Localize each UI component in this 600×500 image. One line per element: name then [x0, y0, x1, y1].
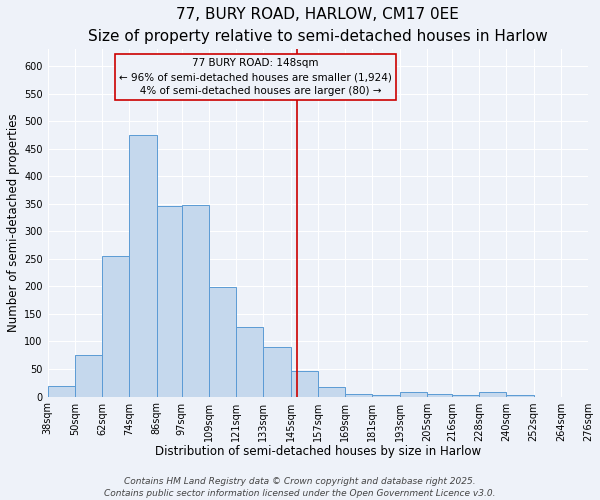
Bar — [236, 326, 263, 396]
Text: Contains HM Land Registry data © Crown copyright and database right 2025.
Contai: Contains HM Land Registry data © Crown c… — [104, 476, 496, 498]
Bar — [102, 256, 130, 396]
Bar — [263, 347, 290, 397]
Y-axis label: Number of semi-detached properties: Number of semi-detached properties — [7, 114, 20, 332]
Bar — [290, 370, 318, 396]
Bar — [157, 206, 182, 396]
Text: 77 BURY ROAD: 148sqm
← 96% of semi-detached houses are smaller (1,924)
   4% of : 77 BURY ROAD: 148sqm ← 96% of semi-detac… — [119, 58, 392, 96]
Title: 77, BURY ROAD, HARLOW, CM17 0EE
Size of property relative to semi-detached house: 77, BURY ROAD, HARLOW, CM17 0EE Size of … — [88, 7, 548, 44]
X-axis label: Distribution of semi-detached houses by size in Harlow: Distribution of semi-detached houses by … — [155, 445, 481, 458]
Bar — [345, 394, 373, 396]
Bar — [400, 392, 427, 396]
Bar — [427, 394, 452, 396]
Bar — [318, 387, 345, 396]
Bar — [506, 395, 533, 396]
Bar — [130, 135, 157, 396]
Bar — [75, 355, 102, 397]
Bar — [373, 395, 400, 396]
Bar — [209, 288, 236, 397]
Bar — [47, 386, 75, 396]
Bar — [452, 395, 479, 396]
Bar — [182, 206, 209, 396]
Bar — [479, 392, 506, 396]
